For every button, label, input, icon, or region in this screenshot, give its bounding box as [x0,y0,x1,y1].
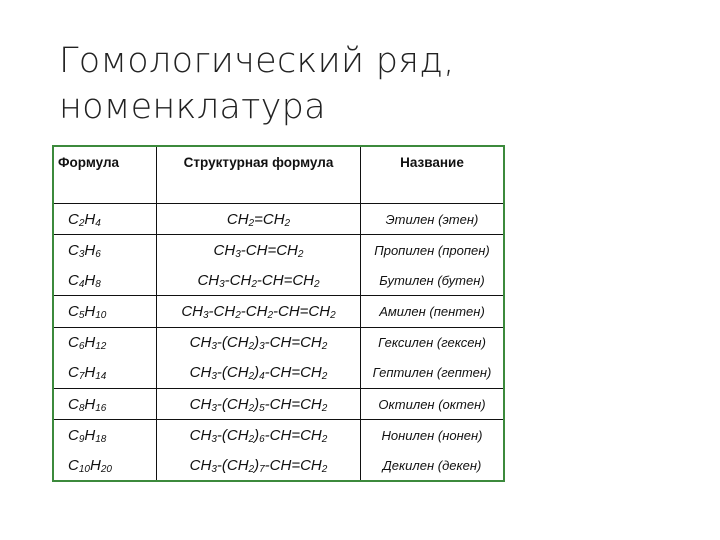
compound-name: Гептилен (гептен) [360,357,503,389]
molecular-formula: C2H4 [54,203,157,236]
compound-name: Амилен (пентен) [360,295,503,328]
compound-name: Бутилен (бутен) [360,265,503,297]
compound-name: Октилен (октен) [360,388,503,421]
molecular-formula: C5H10 [54,295,157,328]
table-row: C7H14 CH3-(CH2)4-CH=CH2 Гептилен (гептен) [54,357,503,389]
table-row: C10H20 CH3-(CH2)7-CH=CH2 Декилен (декен) [54,450,503,480]
structural-formula: CH3-(CH2)6-CH=CH2 [156,419,361,451]
table-row: C8H16 CH3-(CH2)5-CH=CH2 Октилен (октен) [54,388,503,421]
compound-name: Гексилен (гексен) [378,335,486,351]
table-row: C9H18 CH3-(CH2)6-CH=CH2 Нонилен (нонен) [54,419,503,451]
structural-formula: CH3-(CH2)5-CH=CH2 [156,388,361,421]
molecular-formula: C10H20 [54,450,157,480]
structural-formula: CH3-(CH2)4-CH=CH2 [156,357,361,389]
table-row: C5H10 CH3-CH2-CH2-CH=CH2 Амилен (пентен) [54,295,503,328]
table-row: C6H12 CH3-(CH2)3-CH=CH2 Гексилен (гексен) [54,327,503,358]
slide-title: Гомологический ряд, номенклатура [59,41,455,127]
table-row: C3H6 CH3-CH=CH2 Пропилен (пропен) [54,234,503,266]
compound-name: Нонилен (нонен) [381,427,483,443]
table-row: C4H8 CH3-CH2-CH=CH2 Бутилен (бутен) [54,265,503,297]
molecular-formula: C9H18 [54,419,157,451]
structural-formula: CH3-(CH2)3-CH=CH2 [156,327,361,358]
structural-formula: CH3-(CH2)7-CH=CH2 [156,450,361,480]
molecular-formula: C4H8 [54,265,157,297]
molecular-formula: C8H16 [54,388,157,421]
compound-name: Пропилен (пропен) [374,242,490,258]
table-row: C2H4 CH2=CH2 Этилен (этен) [54,203,503,236]
compound-name: Этилен (этен) [360,203,503,236]
molecular-formula: C3H6 [54,234,157,266]
header-structural-formula: Структурная формула [156,147,361,204]
structural-formula: CH3-CH2-CH=CH2 [156,265,361,297]
molecular-formula: C7H14 [54,357,157,389]
structural-formula: CH3-CH2-CH2-CH=CH2 [156,295,361,328]
table-header-row: Формула Структурная формула Название [54,147,503,204]
homologous-series-table: Формула Структурная формула Название C2H… [52,145,505,482]
header-formula: Формула [54,147,157,204]
structural-formula: CH2=CH2 [156,203,361,236]
structural-formula: CH3-CH=CH2 [156,234,361,266]
compound-name: Декилен (декен) [382,457,482,473]
header-name: Название [360,147,503,204]
molecular-formula: C6H12 [54,327,157,358]
